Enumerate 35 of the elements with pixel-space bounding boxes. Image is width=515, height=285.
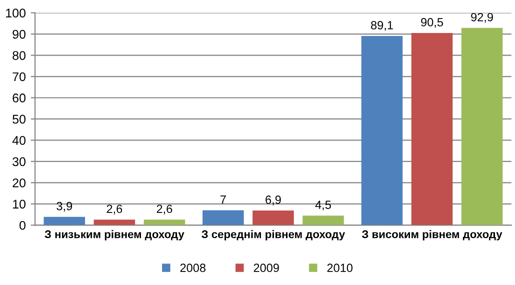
- y-tick-label: 20: [12, 178, 26, 188]
- y-tick-label: 50: [12, 114, 26, 124]
- legend-label: 2010: [327, 264, 353, 272]
- bar: [361, 36, 403, 226]
- bar: [94, 220, 136, 226]
- data-label: 6,9: [266, 196, 281, 206]
- legend-label: 2009: [254, 264, 279, 272]
- x-tick-label: З високим рівнем доходу: [362, 230, 502, 240]
- bar: [461, 28, 503, 226]
- data-label: 7: [220, 195, 226, 204]
- y-tick-label: 70: [12, 72, 26, 82]
- bar: [144, 220, 186, 226]
- bar: [252, 210, 294, 226]
- legend-label: 2008: [180, 264, 206, 272]
- bar: [44, 216, 86, 226]
- bar: [202, 210, 244, 226]
- data-label: 92,9: [471, 12, 493, 23]
- data-label: 2,6: [156, 204, 172, 214]
- data-label: 2,6: [106, 204, 122, 214]
- x-tick-label: З низьким рівнем доходу: [44, 230, 184, 240]
- y-tick-label: 90: [12, 30, 26, 39]
- y-tick-label: 0: [20, 220, 26, 230]
- y-tick-label: 80: [12, 51, 26, 60]
- y-tick-label: 10: [13, 200, 26, 209]
- x-tick-label: З середнім рівнем доходу: [202, 230, 346, 240]
- data-label: 90,5: [421, 18, 443, 28]
- bar: [411, 32, 453, 226]
- data-label: 89,1: [371, 21, 393, 31]
- y-tick-label: 30: [12, 157, 26, 166]
- data-label: 3,9: [56, 202, 72, 212]
- y-tick-label: 60: [12, 94, 26, 102]
- y-tick-label: 100: [6, 8, 26, 18]
- y-tick-label: 40: [12, 136, 26, 145]
- bar: [302, 216, 344, 226]
- data-label: 4,5: [315, 200, 331, 210]
